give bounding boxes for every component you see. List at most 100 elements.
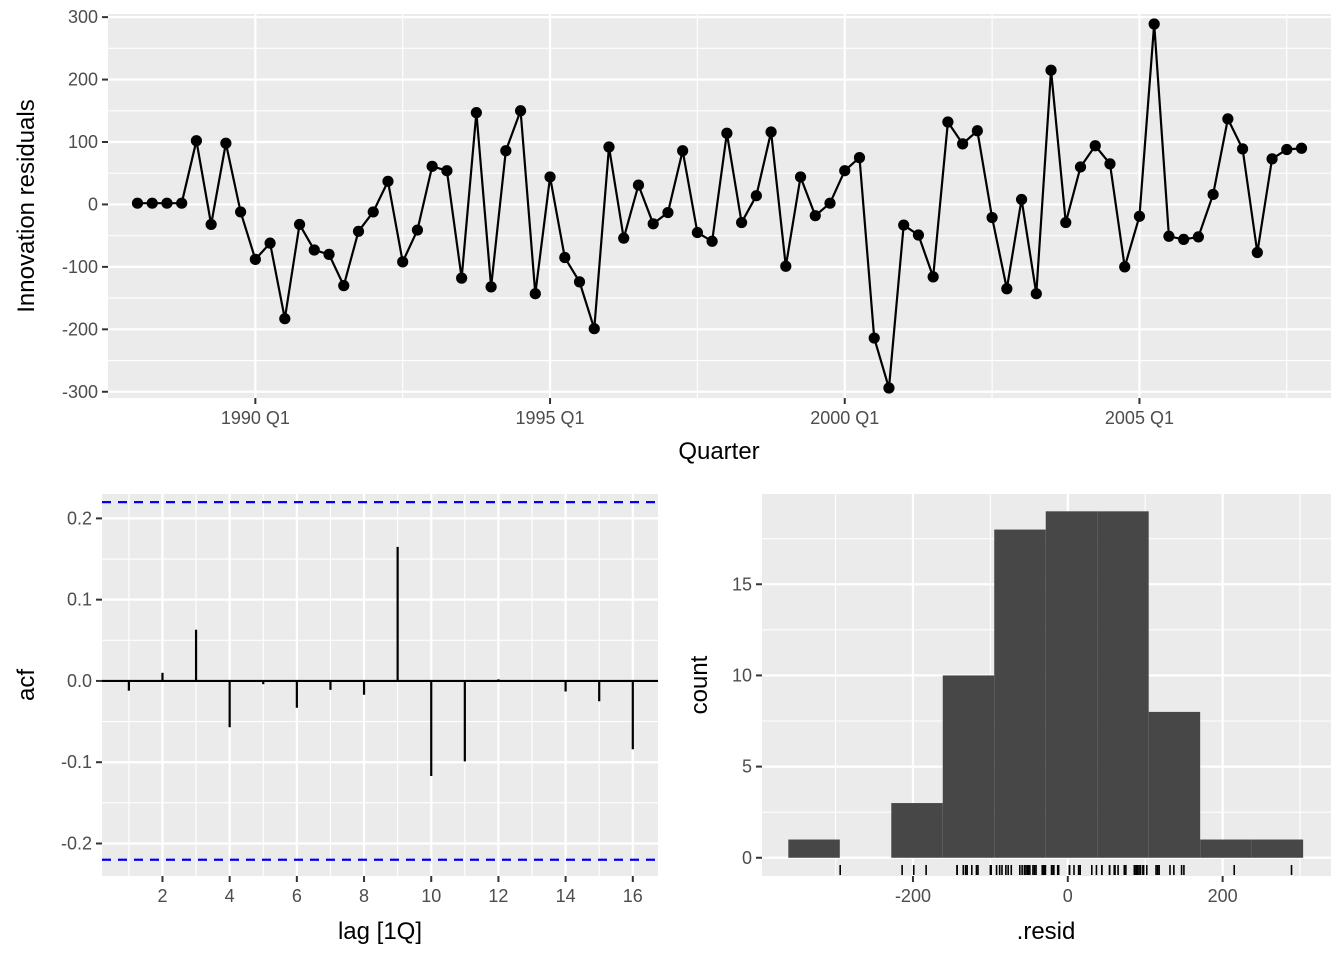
residual-point xyxy=(1133,210,1146,222)
residuals-y-tick-label: 0 xyxy=(88,194,98,214)
residual-point xyxy=(323,248,335,260)
residual-point xyxy=(235,206,247,218)
residual-point xyxy=(1119,261,1131,273)
residual-point xyxy=(161,197,173,209)
histogram-x-tick-label: 0 xyxy=(1063,886,1073,906)
acf-plot: 2 4 6 8 10 12 14 16 -0.2 -0.1 0.0 0.1 0.2 lag [1Q] a… xyxy=(13,494,658,945)
histogram-y-axis-title: count xyxy=(686,655,713,714)
residuals-y-tick-label: -300 xyxy=(62,382,98,402)
residuals-panel-background xyxy=(108,14,1331,398)
histogram-bar xyxy=(891,803,943,858)
residual-point xyxy=(839,165,851,177)
residual-point xyxy=(426,160,438,172)
histogram-axis-ticks: -200 0 200 0 5 10 15 xyxy=(732,574,1238,906)
residual-point xyxy=(1266,153,1278,165)
residual-point xyxy=(1148,18,1160,30)
residual-point xyxy=(1178,233,1190,246)
residual-point xyxy=(957,138,969,150)
histogram-y-tick-label: 10 xyxy=(732,665,752,685)
acf-y-tick-label: 0.1 xyxy=(67,590,92,610)
residual-point xyxy=(912,229,925,241)
residual-point xyxy=(868,332,880,344)
residual-point xyxy=(544,171,556,183)
residual-point xyxy=(971,125,983,137)
residual-point xyxy=(794,171,807,183)
residual-point xyxy=(824,197,836,209)
acf-panel-background xyxy=(102,494,658,876)
residual-point xyxy=(898,219,910,231)
residual-point xyxy=(588,323,600,335)
residual-point xyxy=(367,206,379,218)
histogram-y-tick-label: 0 xyxy=(742,848,752,868)
acf-x-tick-label: 6 xyxy=(292,886,302,906)
residual-point xyxy=(220,137,232,149)
residual-point xyxy=(603,141,615,153)
residuals-x-tick-label: 2000 Q1 xyxy=(810,408,879,428)
residuals-y-tick-label: 200 xyxy=(68,70,98,90)
residual-point xyxy=(1222,113,1234,125)
residual-point xyxy=(249,253,261,265)
residual-point xyxy=(131,197,144,209)
residual-point xyxy=(1089,140,1101,152)
residual-point xyxy=(308,244,320,256)
residual-point xyxy=(382,175,394,187)
residual-point xyxy=(721,127,733,139)
residual-point xyxy=(1045,64,1057,76)
acf-x-tick-label: 12 xyxy=(488,886,508,906)
residual-point xyxy=(1015,193,1028,206)
residuals-y-axis-title: Innovation residuals xyxy=(13,99,40,312)
residual-point xyxy=(853,152,866,164)
acf-x-tick-label: 2 xyxy=(157,886,167,906)
residual-point xyxy=(456,272,468,284)
residuals-y-tick-label: -200 xyxy=(62,319,98,339)
acf-x-axis-title: lag [1Q] xyxy=(338,918,422,945)
residuals-time-plot: 1990 Q1 1995 Q1 2000 Q1 2005 Q1 -300 -200 -100… xyxy=(13,7,1331,465)
residual-point xyxy=(338,280,350,292)
residual-point xyxy=(573,276,586,288)
residual-point xyxy=(411,224,424,236)
residual-point xyxy=(647,218,659,230)
residual-point xyxy=(986,211,998,224)
residual-point xyxy=(662,206,674,219)
histogram-y-tick-label: 15 xyxy=(732,574,752,594)
residual-point xyxy=(470,107,482,119)
residuals-x-tick-label: 1990 Q1 xyxy=(221,408,290,428)
acf-x-tick-label: 8 xyxy=(359,886,369,906)
residual-point xyxy=(706,235,718,247)
residual-point xyxy=(176,197,188,209)
histogram-bar xyxy=(788,839,840,858)
acf-x-tick-label: 16 xyxy=(623,886,643,906)
acf-x-tick-label: 10 xyxy=(421,886,441,906)
histogram-x-axis-title: .resid xyxy=(1017,918,1076,945)
histogram-bar xyxy=(1148,711,1201,858)
histogram-x-tick-label: 200 xyxy=(1208,886,1238,906)
residual-point xyxy=(205,218,217,231)
residual-point xyxy=(146,197,158,209)
residuals-x-axis-title: Quarter xyxy=(678,438,759,465)
histogram-x-tick-label: -200 xyxy=(895,886,931,906)
residuals-histogram: -200 0 200 0 5 10 15 .resid count xyxy=(686,494,1331,945)
residual-point xyxy=(1163,230,1175,242)
residual-point xyxy=(1192,231,1204,243)
residual-point xyxy=(352,225,365,237)
residual-point xyxy=(441,165,453,177)
histogram-bars xyxy=(788,511,1304,858)
residual-point xyxy=(677,145,689,157)
residual-point xyxy=(264,237,276,249)
histogram-rug xyxy=(839,865,1293,875)
histogram-bar xyxy=(1251,839,1304,858)
residual-point xyxy=(1207,188,1219,201)
residual-point xyxy=(1236,143,1249,155)
residual-point xyxy=(618,232,630,244)
residual-point xyxy=(1104,158,1116,170)
acf-y-tick-label: -0.1 xyxy=(61,752,92,772)
residual-point xyxy=(190,135,203,147)
acf-axis-ticks: 2 4 6 8 10 12 14 16 -0.2 -0.1 0.0 0.1 0.2 xyxy=(61,508,643,906)
residuals-axis-ticks: 1990 Q1 1995 Q1 2000 Q1 2005 Q1 -300 -200 -100… xyxy=(62,7,1174,428)
residual-point xyxy=(1060,216,1072,229)
residuals-y-tick-label: 300 xyxy=(68,7,98,27)
acf-y-tick-label: -0.2 xyxy=(61,833,92,853)
residual-point xyxy=(942,116,954,128)
residual-point xyxy=(765,126,777,138)
